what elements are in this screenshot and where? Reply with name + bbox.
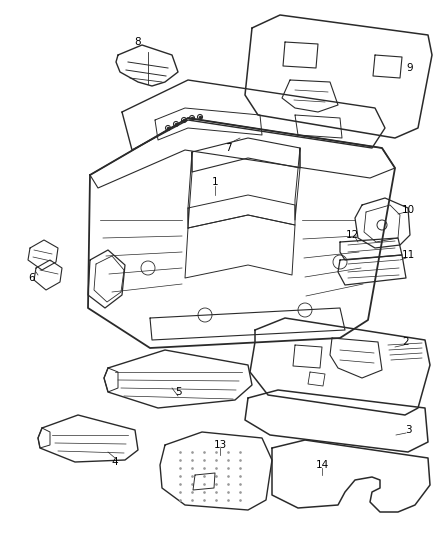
Text: 10: 10 xyxy=(402,205,414,215)
Text: 14: 14 xyxy=(315,460,328,470)
Text: 9: 9 xyxy=(407,63,413,73)
Text: 7: 7 xyxy=(225,143,231,153)
Text: 6: 6 xyxy=(28,273,35,283)
Text: 8: 8 xyxy=(135,37,141,47)
Text: 13: 13 xyxy=(213,440,226,450)
Text: 4: 4 xyxy=(112,457,118,467)
Text: 12: 12 xyxy=(346,230,359,240)
Text: 1: 1 xyxy=(212,177,218,187)
Text: 3: 3 xyxy=(405,425,411,435)
Text: 11: 11 xyxy=(401,250,415,260)
Text: 2: 2 xyxy=(403,337,410,347)
Text: 5: 5 xyxy=(175,387,181,397)
